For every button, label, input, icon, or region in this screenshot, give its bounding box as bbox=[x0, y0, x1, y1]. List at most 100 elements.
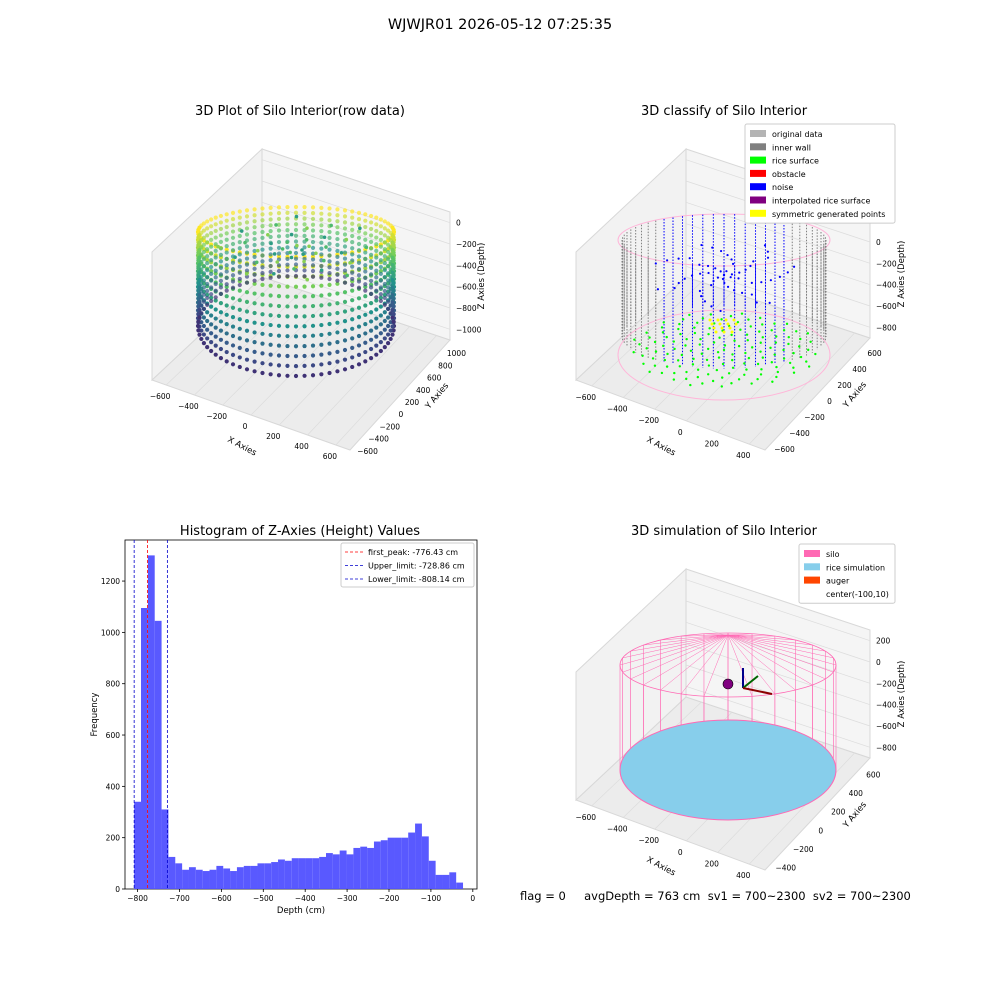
data-point bbox=[327, 235, 332, 240]
data-point bbox=[385, 292, 391, 297]
data-point bbox=[213, 352, 218, 357]
data-point bbox=[237, 307, 242, 312]
data-point bbox=[260, 351, 265, 356]
histogram-bar bbox=[312, 858, 320, 889]
data-point bbox=[224, 212, 229, 217]
data-point bbox=[319, 205, 324, 210]
data-point bbox=[319, 372, 324, 377]
histogram-legend-frame bbox=[340, 542, 475, 588]
rice-surface-point bbox=[792, 351, 795, 355]
data-point bbox=[252, 349, 257, 354]
data-point bbox=[201, 249, 207, 255]
data-point bbox=[252, 248, 257, 254]
data-point bbox=[213, 248, 218, 253]
data-point bbox=[374, 228, 379, 234]
rice-surface-point bbox=[673, 371, 676, 375]
data-point bbox=[280, 247, 285, 251]
data-point bbox=[374, 262, 379, 267]
data-point bbox=[319, 234, 324, 240]
x-grid-line bbox=[307, 326, 410, 436]
data-point bbox=[327, 229, 332, 235]
data-point bbox=[314, 251, 318, 256]
data-point bbox=[230, 210, 236, 215]
data-point bbox=[310, 353, 316, 358]
data-point bbox=[252, 301, 257, 306]
data-point bbox=[209, 224, 214, 229]
rice-surface-point bbox=[678, 322, 681, 326]
data-point bbox=[310, 234, 316, 239]
silo-roof-wire bbox=[727, 634, 776, 694]
x-grid-line bbox=[165, 281, 276, 386]
rice-surface-point bbox=[760, 368, 763, 371]
data-point bbox=[209, 292, 214, 297]
data-point bbox=[335, 254, 340, 260]
data-point bbox=[237, 209, 242, 214]
rice-surface-point bbox=[782, 348, 785, 352]
x-tick-label: 600 bbox=[323, 452, 338, 461]
data-point bbox=[293, 256, 299, 261]
y-tick-label: 0 bbox=[818, 826, 823, 835]
data-point bbox=[356, 352, 362, 357]
data-point bbox=[302, 274, 307, 279]
rice-surface-point bbox=[730, 333, 733, 337]
data-point bbox=[292, 267, 296, 271]
data-point bbox=[310, 239, 316, 245]
data-point bbox=[199, 289, 204, 294]
data-point bbox=[260, 235, 265, 240]
data-point bbox=[268, 217, 273, 222]
data-point bbox=[374, 275, 379, 280]
data-point bbox=[276, 343, 282, 348]
rice-surface-point bbox=[756, 377, 759, 381]
data-point bbox=[209, 285, 214, 290]
data-point bbox=[350, 233, 355, 239]
silo-roof-wire bbox=[727, 634, 837, 666]
noise-point bbox=[666, 259, 669, 262]
data-point bbox=[205, 336, 210, 341]
data-point bbox=[276, 239, 282, 245]
data-point bbox=[302, 314, 307, 319]
noise-point bbox=[766, 256, 770, 259]
rice-surface-point bbox=[673, 347, 676, 351]
data-point bbox=[356, 260, 362, 265]
data-point bbox=[319, 229, 324, 234]
data-point bbox=[260, 206, 265, 211]
histogram-bar bbox=[147, 555, 155, 889]
x-grid-line bbox=[194, 290, 303, 396]
rice-surface-point bbox=[699, 337, 702, 341]
data-point bbox=[213, 262, 218, 267]
data-point bbox=[269, 241, 273, 246]
data-point bbox=[327, 265, 332, 270]
silo-roof-wire bbox=[727, 634, 796, 691]
data-point bbox=[382, 261, 387, 266]
silo-roof-wire bbox=[643, 634, 729, 646]
data-point bbox=[378, 340, 383, 345]
data-point bbox=[378, 230, 383, 236]
data-point bbox=[268, 211, 273, 216]
noise-point bbox=[719, 309, 722, 313]
data-point bbox=[285, 294, 290, 299]
legend-label: Upper_limit: -728.86 cm bbox=[368, 562, 465, 571]
silo-roof-wire bbox=[630, 634, 729, 652]
data-point bbox=[350, 209, 355, 214]
data-point bbox=[335, 369, 340, 374]
data-point bbox=[205, 247, 210, 252]
x-tick-label: −300 bbox=[337, 894, 358, 903]
data-point bbox=[201, 221, 207, 226]
data-point bbox=[268, 303, 273, 308]
data-point bbox=[196, 288, 201, 294]
rice-surface-point bbox=[720, 385, 724, 388]
histogram-bar bbox=[408, 832, 416, 889]
noise-point bbox=[690, 274, 694, 277]
data-point bbox=[209, 322, 214, 327]
rice-surface-point bbox=[792, 371, 796, 374]
data-point bbox=[310, 284, 316, 289]
data-point bbox=[230, 229, 236, 234]
data-point bbox=[319, 246, 324, 251]
data-point bbox=[327, 271, 332, 276]
rice-surface-point bbox=[782, 357, 786, 360]
data-point bbox=[285, 216, 290, 221]
silo-roof-wire bbox=[680, 634, 729, 694]
rice-surface-point bbox=[750, 382, 753, 385]
data-point bbox=[285, 334, 290, 339]
data-point bbox=[218, 213, 224, 219]
